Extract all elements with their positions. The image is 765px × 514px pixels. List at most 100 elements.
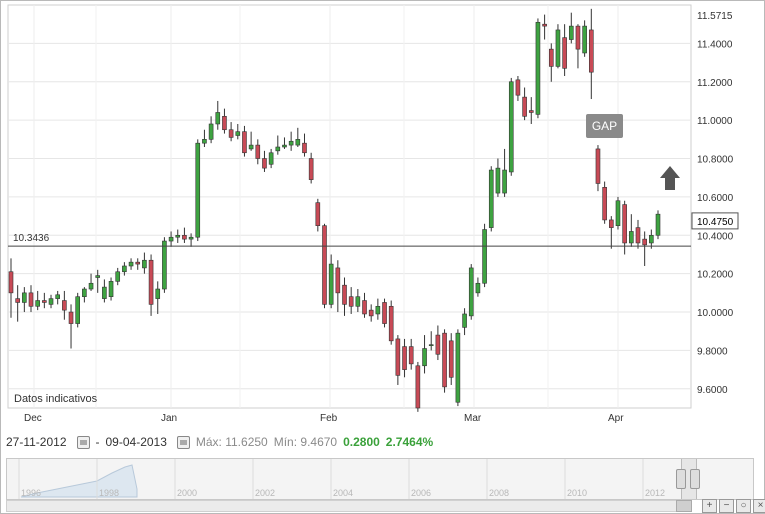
candle-body [255, 144, 261, 159]
candle-body [275, 146, 281, 152]
date-separator: - [95, 435, 100, 449]
candle [88, 273, 94, 291]
candle [175, 229, 181, 243]
info-bar: 27-11-2012 - 09-04-2013 Máx: 11.6250 Mín… [6, 430, 746, 454]
navigator-scrollbar[interactable] [6, 500, 678, 512]
candle [242, 125, 247, 157]
range-navigator[interactable]: 1996 1998 2000 2002 2004 2006 2008 2010 2012 [6, 458, 754, 500]
navigator-year-label: 2012 [645, 488, 665, 498]
navigator-right-handle[interactable] [690, 469, 700, 489]
candle [555, 24, 561, 69]
candle [455, 329, 461, 407]
reference-line-label: 10.3436 [13, 233, 50, 244]
candle-body [35, 300, 40, 307]
candle [35, 290, 40, 311]
candle [335, 260, 341, 313]
candle [548, 43, 554, 82]
candle [362, 292, 367, 318]
reset-button[interactable]: ○ [736, 499, 751, 513]
navigator-chart: 1996 1998 2000 2002 2004 2006 2008 2010 2012 [18, 459, 665, 499]
candle [182, 227, 187, 243]
candle-body [408, 346, 414, 365]
candle-body [515, 79, 521, 96]
candle-body [215, 112, 221, 125]
candle-body [308, 158, 314, 180]
date-from[interactable]: 27-11-2012 [6, 435, 67, 449]
candle [122, 262, 127, 276]
candle [382, 298, 387, 328]
navigator-selection[interactable] [676, 459, 700, 499]
calendar-icon[interactable] [176, 435, 190, 449]
candle-body [262, 158, 267, 169]
candle [68, 304, 74, 349]
candle [168, 231, 174, 247]
candle-body [162, 240, 167, 290]
candle-body [148, 259, 154, 305]
y-max-label: 11.5715 [697, 11, 733, 22]
candle-body [342, 284, 347, 305]
y-tick-label: 11.2000 [697, 78, 733, 89]
candle-body [128, 261, 134, 267]
candle-body [348, 296, 354, 307]
candle [22, 287, 27, 313]
candle [402, 338, 407, 378]
navigator-year-label: 2002 [255, 488, 275, 498]
candle [148, 254, 154, 316]
candle [255, 139, 261, 165]
candle-body [502, 169, 507, 194]
candle-body [82, 288, 87, 297]
candle [435, 325, 441, 361]
max-value: Máx: 11.6250 [195, 435, 268, 449]
scrollbar-thumb[interactable] [676, 500, 692, 512]
fullscreen-button[interactable]: × [753, 499, 765, 513]
candle [208, 116, 214, 144]
candle-body [355, 296, 361, 307]
candle-body [428, 344, 434, 346]
navigator-left-handle[interactable] [676, 469, 686, 489]
candle [155, 281, 161, 314]
footnote: Datos indicativos [14, 393, 98, 405]
candle-body [42, 300, 47, 303]
candle [595, 145, 601, 192]
candle-body [488, 169, 494, 228]
y-tick-label: 11.0000 [697, 116, 733, 127]
zoom-in-button[interactable]: + [702, 499, 717, 513]
candle-body [562, 37, 567, 69]
candle [475, 277, 481, 297]
zoom-out-button[interactable]: − [719, 499, 734, 513]
min-value: Mín: 9.4670 [273, 435, 338, 449]
candle [128, 258, 134, 270]
y-tick-label: 9.8000 [697, 346, 728, 357]
candle-body [108, 281, 114, 297]
navigator-year-label: 1996 [21, 488, 41, 498]
candle-body [649, 234, 654, 244]
candle-body [8, 271, 14, 294]
date-to[interactable]: 09-04-2013 [105, 435, 167, 449]
candle-body [655, 213, 661, 236]
candle [622, 200, 627, 255]
candle-body [75, 296, 81, 324]
candle [75, 292, 81, 328]
y-axis: 11.4000 11.2000 11.0000 10.8000 10.6000 10.40… [691, 11, 739, 396]
candle [215, 100, 221, 130]
candle [609, 216, 614, 249]
candle [368, 304, 374, 322]
up-arrow-icon [660, 166, 680, 190]
candle-body [48, 298, 54, 305]
candle-body [102, 286, 107, 299]
candle [508, 77, 514, 176]
candle-body [555, 29, 561, 67]
candle-body [615, 200, 621, 226]
calendar-icon[interactable] [76, 435, 90, 449]
x-tick-label: Dec [24, 413, 42, 424]
candle [248, 131, 254, 151]
candle [102, 279, 107, 303]
candle-body [455, 332, 461, 403]
candle-body [468, 267, 474, 317]
candle-body [482, 229, 487, 284]
candle [388, 300, 394, 345]
candle-body [528, 110, 534, 113]
gap-annotation: GAP [586, 114, 623, 138]
navigator-years: 1996 1998 2000 2002 2004 2006 2008 2010 2012 [18, 459, 665, 499]
candle [635, 219, 641, 249]
